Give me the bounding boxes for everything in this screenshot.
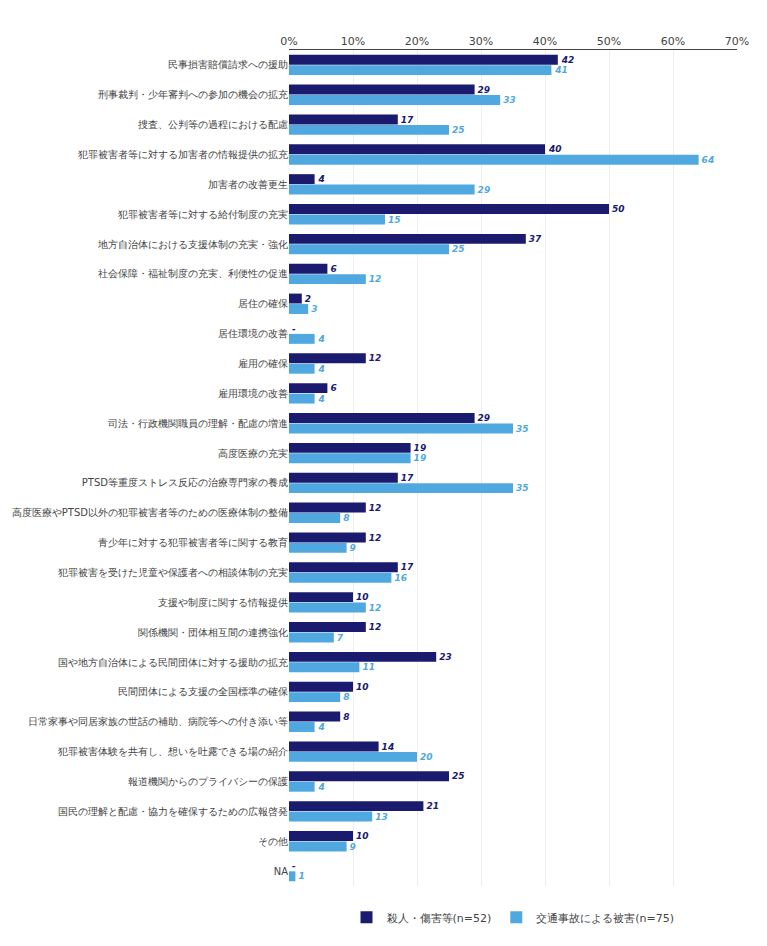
svg-text:17: 17 xyxy=(401,562,414,572)
svg-text:-: - xyxy=(292,324,296,334)
svg-text:30%: 30% xyxy=(469,35,493,48)
svg-text:NA: NA xyxy=(274,866,288,877)
svg-text:12: 12 xyxy=(369,603,382,613)
svg-text:42: 42 xyxy=(561,55,575,65)
svg-text:21: 21 xyxy=(426,801,439,811)
svg-text:12: 12 xyxy=(369,353,382,363)
svg-text:12: 12 xyxy=(369,274,382,284)
svg-text:40: 40 xyxy=(548,144,562,154)
svg-text:国や地方自治体による民間団体に対する援助の拡充: 国や地方自治体による民間団体に対する援助の拡充 xyxy=(58,657,288,668)
svg-text:25: 25 xyxy=(452,771,465,781)
svg-text:25: 25 xyxy=(452,244,465,254)
svg-text:37: 37 xyxy=(529,234,542,244)
svg-text:犯罪被害者等に対する加害者の情報提供の拡充: 犯罪被害者等に対する加害者の情報提供の拡充 xyxy=(78,149,288,160)
svg-text:8: 8 xyxy=(343,692,349,702)
svg-text:日常家事や同居家族の世話の補助、病院等への付き添い等: 日常家事や同居家族の世話の補助、病院等への付き添い等 xyxy=(28,716,288,727)
svg-text:-: - xyxy=(292,861,296,871)
svg-text:40%: 40% xyxy=(533,35,557,48)
svg-text:29: 29 xyxy=(478,185,491,195)
svg-text:25: 25 xyxy=(452,125,465,135)
svg-text:加害者の改善更生: 加害者の改善更生 xyxy=(208,179,288,190)
svg-text:交通事故による被害(n=75): 交通事故による被害(n=75) xyxy=(536,912,674,925)
svg-text:司法・行政機関職員の理解・配慮の増進: 司法・行政機関職員の理解・配慮の増進 xyxy=(108,418,288,429)
svg-text:関係機関・団体相互間の連携強化: 関係機関・団体相互間の連携強化 xyxy=(138,627,288,638)
svg-text:17: 17 xyxy=(401,115,414,125)
svg-text:35: 35 xyxy=(516,483,529,493)
svg-text:50%: 50% xyxy=(597,35,621,48)
svg-text:3: 3 xyxy=(311,304,317,314)
svg-text:50: 50 xyxy=(612,204,625,214)
svg-text:15: 15 xyxy=(388,215,401,225)
svg-text:11: 11 xyxy=(362,662,375,672)
svg-text:19: 19 xyxy=(414,453,427,463)
svg-text:犯罪被害を受けた児童や保護者への相談体制の充実: 犯罪被害を受けた児童や保護者への相談体制の充実 xyxy=(58,567,288,578)
svg-text:4: 4 xyxy=(318,364,325,374)
svg-text:7: 7 xyxy=(337,633,344,643)
svg-text:10%: 10% xyxy=(341,35,365,48)
svg-text:PTSD等重度ストレス反応の治療専門家の養成: PTSD等重度ストレス反応の治療専門家の養成 xyxy=(82,477,288,488)
svg-text:10: 10 xyxy=(356,592,369,602)
svg-text:60%: 60% xyxy=(661,35,685,48)
svg-text:29: 29 xyxy=(478,413,491,423)
svg-text:70%: 70% xyxy=(725,35,749,48)
svg-text:17: 17 xyxy=(401,473,414,483)
svg-text:8: 8 xyxy=(343,513,349,523)
svg-text:10: 10 xyxy=(356,682,369,692)
svg-text:その他: その他 xyxy=(258,836,288,847)
svg-text:14: 14 xyxy=(382,742,395,752)
svg-text:12: 12 xyxy=(369,533,382,543)
svg-text:23: 23 xyxy=(439,652,452,662)
svg-text:33: 33 xyxy=(503,95,516,105)
svg-text:6: 6 xyxy=(330,383,336,393)
svg-text:19: 19 xyxy=(414,443,427,453)
svg-text:12: 12 xyxy=(369,622,382,632)
svg-text:居住環境の改善: 居住環境の改善 xyxy=(218,328,288,339)
svg-text:4: 4 xyxy=(318,334,325,344)
svg-text:12: 12 xyxy=(369,503,382,513)
svg-text:居住の確保: 居住の確保 xyxy=(238,298,288,309)
svg-text:29: 29 xyxy=(478,85,491,95)
svg-text:民事損害賠償請求への援助: 民事損害賠償請求への援助 xyxy=(168,59,288,70)
svg-text:青少年に対する犯罪被害者等に関する教育: 青少年に対する犯罪被害者等に関する教育 xyxy=(98,537,288,548)
svg-text:高度医療やPTSD以外の犯罪被害者等のための医療体制の整備: 高度医療やPTSD以外の犯罪被害者等のための医療体制の整備 xyxy=(12,507,288,518)
svg-text:8: 8 xyxy=(343,712,349,722)
svg-text:9: 9 xyxy=(350,842,356,852)
svg-text:4: 4 xyxy=(318,174,325,184)
svg-text:犯罪被害体験を共有し、想いを吐露できる場の紹介: 犯罪被害体験を共有し、想いを吐露できる場の紹介 xyxy=(58,746,288,757)
svg-text:16: 16 xyxy=(394,573,407,583)
svg-text:10: 10 xyxy=(356,831,369,841)
svg-text:犯罪被害者等に対する給付制度の充実: 犯罪被害者等に対する給付制度の充実 xyxy=(118,209,288,220)
svg-text:支援や制度に関する情報提供: 支援や制度に関する情報提供 xyxy=(158,597,288,608)
svg-text:捜査、公判等の過程における配慮: 捜査、公判等の過程における配慮 xyxy=(138,119,288,130)
svg-text:41: 41 xyxy=(554,65,568,75)
svg-text:64: 64 xyxy=(702,155,715,165)
svg-text:殺人・傷害等(n=52): 殺人・傷害等(n=52) xyxy=(387,912,492,925)
svg-text:4: 4 xyxy=(318,782,325,792)
svg-text:雇用の確保: 雇用の確保 xyxy=(238,358,288,369)
svg-text:4: 4 xyxy=(318,722,325,732)
svg-text:2: 2 xyxy=(305,294,311,304)
svg-text:地方自治体における支援体制の充実・強化: 地方自治体における支援体制の充実・強化 xyxy=(97,239,288,250)
svg-text:刑事裁判・少年審判への参加の機会の拡充: 刑事裁判・少年審判への参加の機会の拡充 xyxy=(98,89,288,100)
svg-text:高度医療の充実: 高度医療の充実 xyxy=(218,448,288,459)
svg-text:民間団体による支援の全国標準の確保: 民間団体による支援の全国標準の確保 xyxy=(118,686,288,697)
svg-text:20%: 20% xyxy=(405,35,429,48)
svg-text:13: 13 xyxy=(375,812,388,822)
svg-text:35: 35 xyxy=(516,424,529,434)
svg-text:国民の理解と配慮・協力を確保するための広報啓発: 国民の理解と配慮・協力を確保するための広報啓発 xyxy=(58,806,288,817)
svg-text:報道機関からのプライバシーの保護: 報道機関からのプライバシーの保護 xyxy=(128,776,288,787)
svg-text:1: 1 xyxy=(298,871,304,881)
svg-text:4: 4 xyxy=(318,394,325,404)
svg-text:6: 6 xyxy=(330,264,336,274)
svg-text:0%: 0% xyxy=(280,35,297,48)
svg-text:雇用環境の改善: 雇用環境の改善 xyxy=(218,388,288,399)
svg-text:社会保障・福祉制度の充実、利便性の促進: 社会保障・福祉制度の充実、利便性の促進 xyxy=(98,268,288,279)
svg-text:9: 9 xyxy=(350,543,356,553)
svg-text:20: 20 xyxy=(420,752,433,762)
